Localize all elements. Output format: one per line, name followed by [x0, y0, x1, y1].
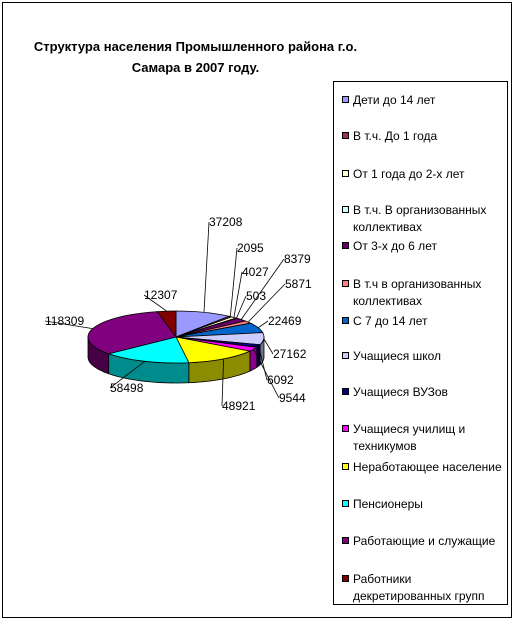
legend-item-3: От 1 года до 2-х лет	[342, 166, 506, 183]
legend-label-11: Неработающее население	[353, 460, 502, 474]
legend-swatch-2	[342, 132, 349, 139]
data-label-9: 6092	[267, 373, 294, 387]
leader-line-2	[229, 247, 238, 317]
legend-item-1: Дети до 14 лет	[342, 92, 506, 109]
legend-item-14: Работники декретированных групп	[342, 571, 506, 605]
legend-item-13: Работающие и служащие	[342, 533, 506, 550]
data-label-3: 4027	[242, 265, 269, 279]
data-label-2: 2095	[237, 241, 264, 255]
legend-item-11: Неработающее население	[342, 459, 506, 476]
leader-line-1	[203, 221, 210, 313]
chart-title-line-2: Самара в 2007 году.	[131, 60, 260, 75]
leader-line-5	[240, 258, 285, 320]
legend-item-7: С 7 до 14 лет	[342, 313, 506, 330]
leader-line-11	[221, 358, 224, 407]
legend-label-1: Дети до 14 лет	[353, 93, 436, 107]
legend-label-9: Учащиеся ВУЗов	[353, 385, 448, 399]
leader-line-10	[253, 349, 280, 399]
leader-line-12	[109, 360, 146, 389]
leader-line-8	[263, 338, 274, 355]
data-label-14: 12307	[144, 288, 178, 302]
leader-line-7	[257, 320, 269, 329]
leader-line-14	[143, 294, 167, 312]
legend-label-10: Учащиеся училищ и техникумов	[353, 422, 466, 453]
legend-item-9: Учащиеся ВУЗов	[342, 384, 506, 401]
data-label-7: 22469	[268, 314, 302, 328]
legend-item-4: В т.ч. В организованных коллективах	[342, 202, 506, 236]
legend-item-10: Учащиеся училищ и техникумов	[342, 421, 506, 455]
pie-slice-11	[175, 336, 252, 364]
legend-label-4: В т.ч. В организованных коллективах	[353, 203, 487, 234]
legend-item-5: От 3-х до 6 лет	[342, 238, 506, 255]
data-label-12: 58498	[110, 381, 144, 395]
data-label-10: 9544	[279, 391, 306, 405]
leader-line-6	[247, 283, 286, 323]
legend-label-6: В т.ч в организованных коллективах	[353, 277, 482, 308]
legend-label-2: В т.ч. До 1 года	[353, 129, 438, 143]
leader-line-9	[258, 345, 268, 381]
legend-label-8: Учащиеся школ	[353, 349, 442, 363]
data-label-13: 118309	[45, 314, 84, 328]
legend-swatch-3	[342, 170, 349, 177]
leader-line-13	[44, 320, 93, 329]
legend-swatch-4	[342, 206, 349, 213]
chart-title-line-1: Структура населения Промышленного района…	[33, 39, 358, 54]
data-label-6: 5871	[285, 277, 312, 291]
pie-slice-14	[156, 310, 177, 339]
legend-swatch-8	[342, 352, 349, 359]
legend-item-12: Пенсионеры	[342, 496, 506, 513]
legend-swatch-12	[342, 500, 349, 507]
legend-swatch-9	[342, 388, 349, 395]
legend-label-7: С 7 до 14 лет	[353, 314, 428, 328]
data-label-1: 37208	[209, 215, 243, 229]
legend-item-8: Учащиеся школ	[342, 348, 506, 365]
legend-swatch-5	[342, 242, 349, 249]
legend-swatch-1	[342, 96, 349, 103]
legend-swatch-11	[342, 463, 349, 470]
leader-line-4	[236, 295, 247, 319]
legend-swatch-14	[342, 575, 349, 582]
data-label-4: 503	[246, 289, 266, 303]
data-label-11: 48921	[222, 399, 256, 413]
legend-swatch-6	[342, 280, 349, 287]
legend-item-2: В т.ч. До 1 года	[342, 128, 506, 145]
data-label-5: 8379	[284, 252, 311, 266]
pie-slice-12	[107, 336, 190, 364]
legend-label-3: От 1 года до 2-х лет	[353, 167, 465, 181]
legend-swatch-10	[342, 425, 349, 432]
legend-swatch-7	[342, 317, 349, 324]
legend-label-13: Работающие и служащие	[353, 534, 496, 548]
chart-legend: Дети до 14 лет В т.ч. До 1 года От 1 года …	[333, 81, 508, 605]
legend-swatch-13	[342, 537, 349, 544]
data-label-8: 27162	[273, 347, 307, 361]
legend-label-5: От 3-х до 6 лет	[353, 239, 437, 253]
chart-title: Структура населения Промышленного района…	[3, 36, 388, 78]
legend-label-14: Работники декретированных групп	[353, 572, 485, 603]
leader-line-3	[233, 271, 243, 318]
legend-item-6: В т.ч в организованных коллективах	[342, 276, 506, 310]
legend-label-12: Пенсионеры	[353, 497, 423, 511]
